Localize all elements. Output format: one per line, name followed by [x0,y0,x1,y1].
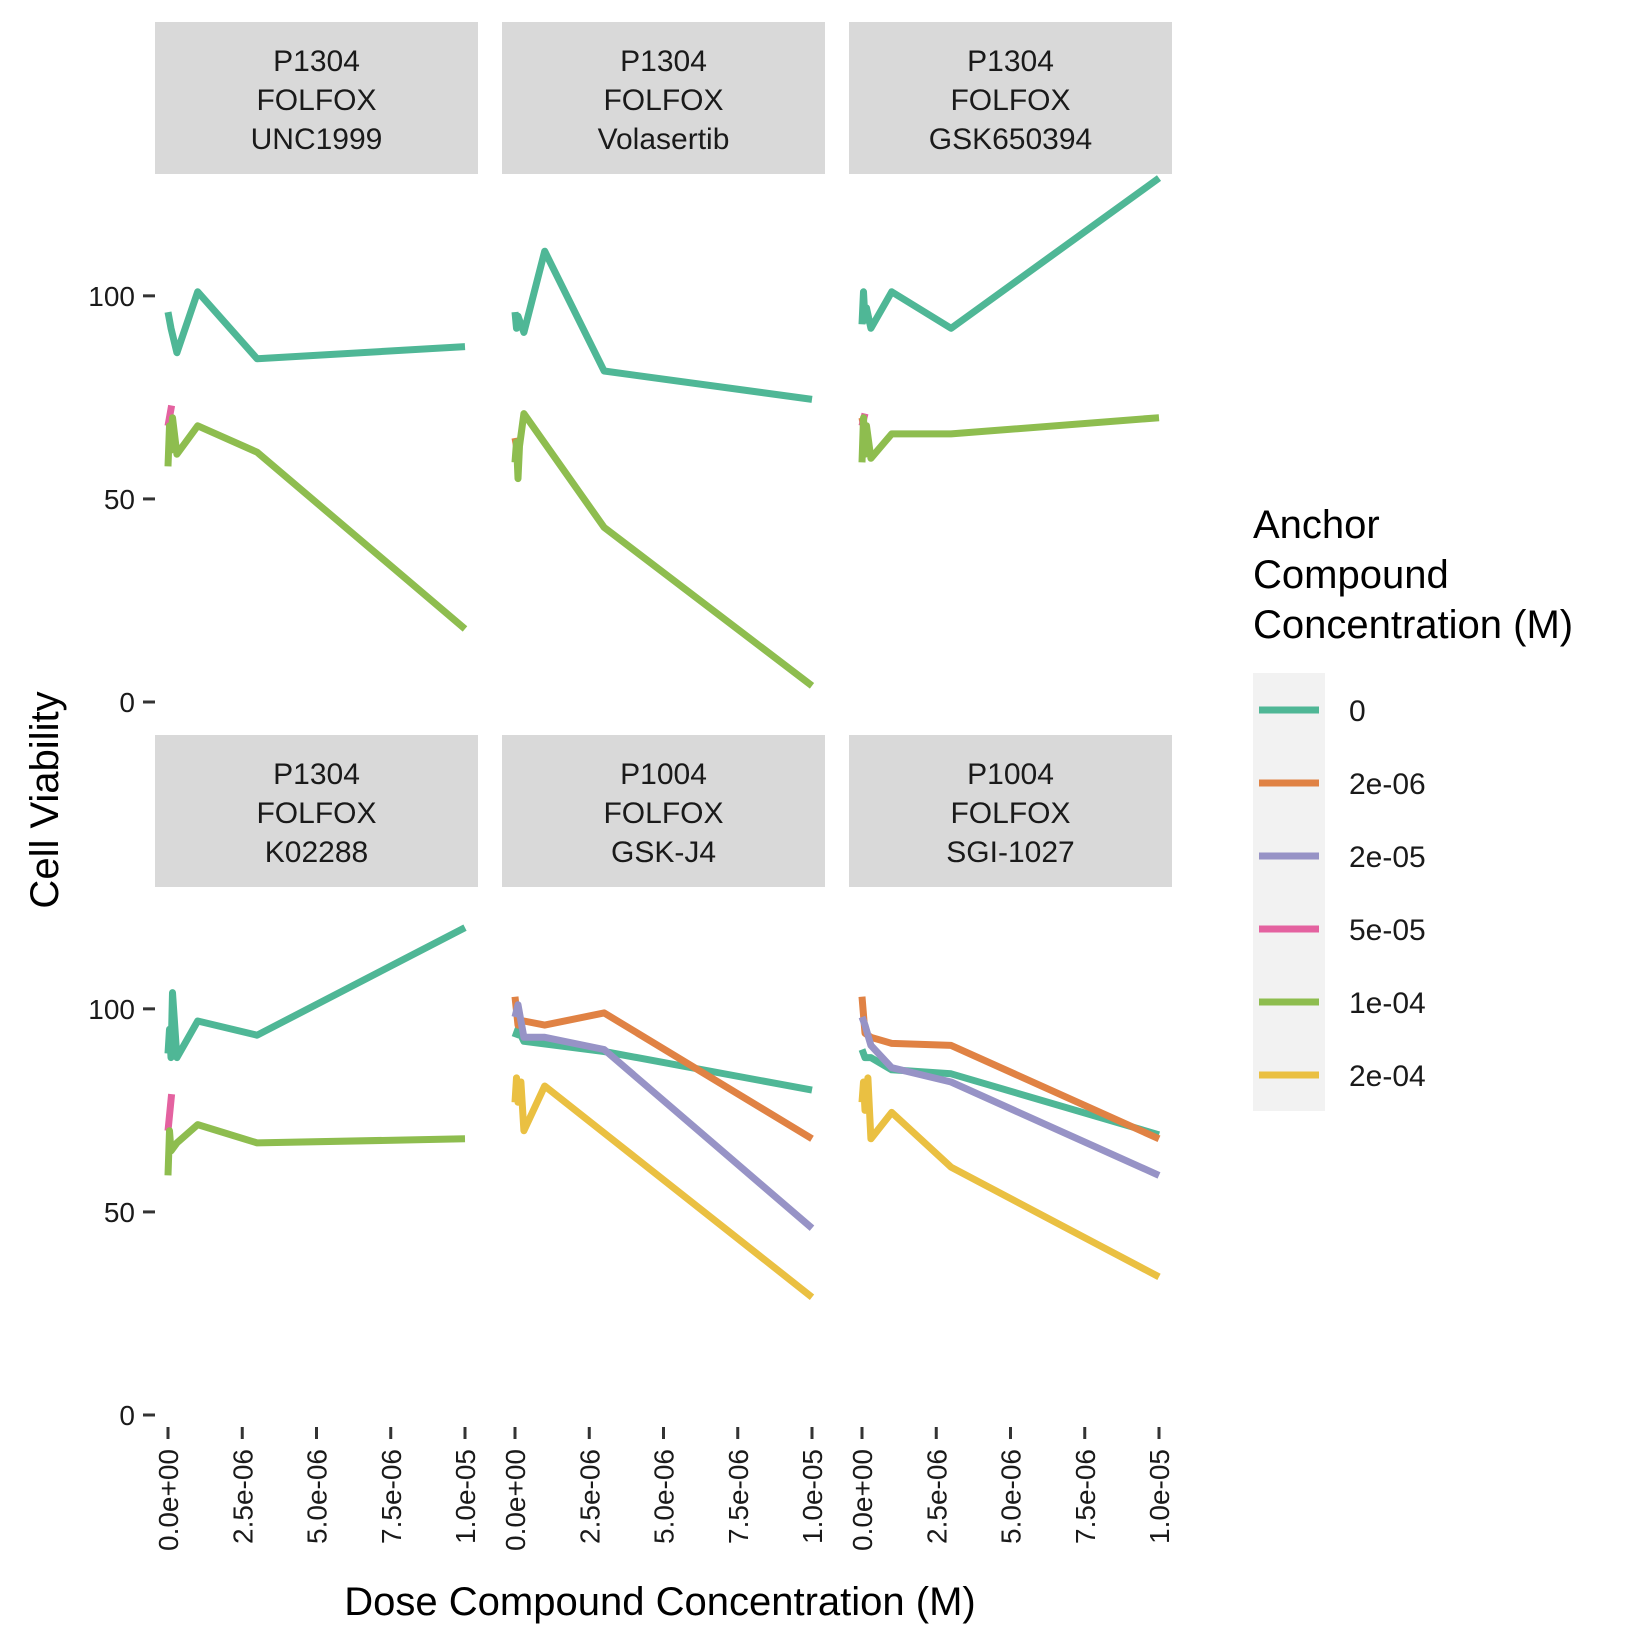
legend-title-line: Concentration (M) [1253,603,1573,647]
legend-label: 2e-04 [1349,1060,1426,1093]
series-line-anchor-1e-04 [511,410,815,689]
strip-label-line: FOLFOX [603,797,723,830]
strip-label-line: GSK650394 [929,123,1092,156]
y-tick-label: 0 [119,687,135,718]
y-tick-label: 50 [104,1197,135,1228]
strip-label-line: P1304 [967,45,1054,78]
legend-label: 1e-04 [1349,987,1426,1020]
strip-label-line: P1304 [273,758,360,791]
legend-title-line: Anchor [1253,503,1380,547]
panel-2: P1304 FOLFOX Volasertib [502,22,825,689]
series-line-anchor-2e-05 [858,1015,1161,1179]
strip-label-line: FOLFOX [950,797,1070,830]
x-tick-label: 0.0e+00 [500,1449,531,1551]
x-tick-label: 7.5e-06 [723,1449,754,1544]
legend-label: 0 [1349,695,1366,728]
series-line-anchor-0 [858,1048,1160,1139]
x-tick-label: 5.0e-06 [302,1449,333,1544]
legend: Anchor Compound Concentration (M) 0 2e-06 2e-… [1253,503,1573,1111]
panel-strip [502,22,825,174]
series-line-anchor-1e-04 [164,414,468,632]
series-line-anchor-0 [511,1025,813,1094]
panel-4: P1304 FOLFOX K02288 [155,735,478,1176]
x-tick-label: 5.0e-06 [996,1449,1027,1544]
x-tick-label: 0.0e+00 [847,1449,878,1551]
series-line-anchor-2e-05 [511,1001,815,1231]
strip-label-line: FOLFOX [256,84,376,117]
series-line-anchor-5e-05 [164,1093,176,1132]
strip-label-line: FOLFOX [950,84,1070,117]
series-line-anchor-0 [164,288,466,363]
x-tick-label: 2.5e-06 [574,1449,605,1544]
series-line-anchor-1e-04 [164,1121,466,1176]
strip-label-line: P1304 [620,45,707,78]
strip-label-line: SGI-1027 [946,836,1074,869]
strip-label-line: GSK-J4 [611,836,716,869]
strip-label-line: K02288 [265,836,368,869]
x-axis-title: Dose Compound Concentration (M) [344,1580,975,1624]
strip-label-line: P1004 [620,758,707,791]
panel-strip [155,735,478,887]
y-tick-label: 100 [88,994,135,1025]
strip-label-line: Volasertib [598,123,730,156]
x-tick-label: 7.5e-06 [376,1449,407,1544]
x-tick-label: 1.0e-05 [797,1449,828,1544]
legend-label: 2e-05 [1349,841,1426,874]
y-tick-label: 50 [104,484,135,515]
series-line-anchor-2e-04 [511,1074,815,1300]
legend-key-background [1253,673,1325,1111]
x-tick-label: 2.5e-06 [921,1449,952,1544]
y-tick-label: 100 [88,281,135,312]
series-line-anchor-2e-06 [511,996,814,1142]
panel-3: P1304 FOLFOX GSK650394 [849,22,1172,463]
panels-layer: P1304FOLFOXUNC1999P1304FOLFOXVolasertibP… [155,22,1172,1300]
x-tick-label: 5.0e-06 [649,1449,680,1544]
x-tick-label: 1.0e-05 [1144,1449,1175,1544]
series-line-anchor-0 [164,924,467,1062]
series-line-anchor-0 [858,175,1162,332]
y-tick-label: 0 [119,1400,135,1431]
panel-strip [849,22,1172,174]
strip-label-line: FOLFOX [256,797,376,830]
series-line-anchor-2e-04 [858,1074,1161,1280]
strip-label-line: P1304 [273,45,360,78]
axes-layer: 0 50 100 0 50 100 0.0e+00 2.5e-06 5.0e-06 7.5e-06… [88,281,1175,1551]
strip-label-line: UNC1999 [251,123,383,156]
x-tick-label: 2.5e-06 [227,1449,258,1544]
legend-title-line: Compound [1253,553,1449,597]
legend-label: 5e-05 [1349,914,1426,947]
strip-label-line: P1004 [967,758,1054,791]
x-tick-label: 7.5e-06 [1070,1449,1101,1544]
panel-strip [155,22,478,174]
x-tick-label: 0.0e+00 [153,1449,184,1551]
panel-5: P1004 FOLFOX GSK-J4 [502,735,825,1300]
legend-label: 2e-06 [1349,768,1426,801]
panel-strip [502,735,825,887]
panel-1: P1304 FOLFOX UNC1999 [155,22,478,632]
panel-6: P1004 FOLFOX SGI-1027 [849,735,1172,1280]
x-tick-label: 1.0e-05 [450,1449,481,1544]
panel-strip [849,735,1172,887]
series-line-anchor-1e-04 [858,414,1160,463]
series-line-anchor-0 [511,247,813,403]
strip-label-line: FOLFOX [603,84,723,117]
y-axis-title: Cell Viability [23,691,67,908]
